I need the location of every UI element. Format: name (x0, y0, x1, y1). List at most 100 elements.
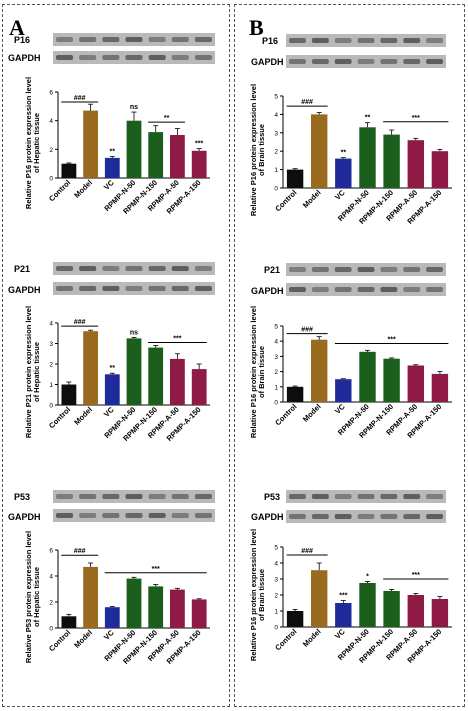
blot-band (171, 286, 189, 291)
y-tick-label: 2 (49, 147, 53, 154)
bar-rpmp-n-150 (148, 586, 164, 628)
y-tick-label: 4 (49, 118, 53, 125)
blot-label-p53: P53 (264, 492, 280, 502)
blot-band (334, 287, 352, 292)
bar-rpmp-n-50 (359, 127, 376, 188)
significance-label: *** (173, 336, 181, 343)
blot-label-gapdh: GAPDH (8, 53, 41, 63)
blot-band (194, 494, 212, 499)
blot-band (289, 514, 306, 519)
bar-model (311, 339, 328, 402)
y-tick-label: 0 (274, 400, 278, 407)
blot-band (334, 514, 352, 519)
blot-label-gapdh: GAPDH (8, 512, 41, 522)
significance-label: *** (195, 141, 203, 148)
y-tick-label: 3 (49, 341, 53, 348)
y-tick-label: 4 (49, 574, 53, 581)
bar-rpmp-n-50 (359, 351, 376, 402)
y-tick-label: 0 (49, 403, 53, 410)
blot-band (357, 514, 375, 519)
blot-band (380, 267, 398, 272)
blot-band (125, 266, 143, 271)
bar-control (286, 169, 304, 188)
blot-band (426, 38, 443, 43)
blot-band (79, 37, 97, 42)
y-tick-label: 6 (49, 548, 53, 555)
bar-model (83, 566, 98, 628)
blot-band (357, 267, 375, 272)
bar-rpmp-n-150 (383, 134, 400, 188)
significance-label: *** (339, 593, 347, 600)
blot-band (334, 267, 352, 272)
bar-chart-2: 0 1 2 3 4 Relative P21 protein expression lev… (24, 306, 210, 443)
significance-label: ** (110, 365, 116, 372)
bar-control (286, 611, 304, 627)
blot-band (56, 55, 74, 60)
bar-rpmp-n-150 (148, 132, 164, 178)
y-tick-label: 2 (49, 362, 53, 369)
blot-band (56, 266, 74, 271)
blot-band (289, 494, 306, 499)
blot-band (125, 513, 143, 518)
blot-band (102, 37, 120, 42)
blot-band (426, 514, 443, 519)
y-tick-label: 4 (274, 561, 278, 568)
blot-band (125, 55, 143, 60)
blot-band (403, 38, 421, 43)
x-tick-label: VC (333, 188, 347, 202)
blot-band (148, 494, 166, 499)
significance-label: ### (301, 327, 313, 334)
y-tick-label: 2 (274, 593, 278, 600)
y-tick-label: 2 (274, 149, 278, 156)
significance-label: ns (130, 329, 138, 336)
blot-band (334, 59, 352, 64)
blot-band (289, 59, 306, 64)
bar-rpmp-a-50 (170, 358, 185, 405)
bar-vc (335, 158, 352, 188)
blot-band (79, 494, 97, 499)
bar-vc (335, 379, 352, 402)
x-tick-label: VC (102, 405, 116, 419)
blot-band (357, 287, 375, 292)
blot-band (148, 55, 166, 60)
x-tick-label: Model (301, 402, 323, 424)
blot-band (289, 287, 306, 292)
blot-band (403, 494, 421, 499)
y-tick-label: 3 (274, 354, 278, 361)
blot-band (194, 266, 212, 271)
y-tick-label: 0 (49, 176, 53, 183)
blot-band (426, 59, 443, 64)
bar-chart-6: 0 1 2 3 4 5 Relative P16 protein expression le… (249, 529, 452, 665)
blot-band (56, 37, 74, 42)
blot-band (311, 514, 329, 519)
bar-rpmp-a-50 (170, 589, 185, 628)
blot-band (79, 286, 97, 291)
blot-band (102, 286, 120, 291)
y-axis-label-line2: of Hepatic tissue (32, 567, 41, 627)
bar-rpmp-a-150 (431, 373, 449, 402)
bar-rpmp-a-150 (191, 150, 207, 178)
bar-rpmp-a-150 (431, 599, 449, 627)
x-tick-label: Model (72, 405, 94, 427)
bar-model (311, 114, 328, 188)
blot-band (171, 266, 189, 271)
bar-rpmp-n-50 (126, 120, 142, 178)
blot-band (102, 266, 120, 271)
significance-label: ### (74, 548, 86, 555)
blot-label-p53: P53 (14, 492, 30, 502)
bar-chart-5: 0 1 2 3 4 5 Relative P16 protein expression le… (249, 306, 452, 440)
significance-label: *** (152, 566, 160, 573)
panel-a: A (2, 4, 230, 707)
y-tick-label: 0 (49, 626, 53, 633)
blot-band (380, 494, 398, 499)
y-tick-label: 4 (274, 112, 278, 119)
bar-vc (104, 157, 120, 178)
bar-chart-3: 0 2 4 6 Relative P53 protein expression leve… (24, 531, 210, 666)
blot-band (403, 514, 421, 519)
significance-label: ** (341, 150, 347, 157)
y-tick-label: 2 (274, 369, 278, 376)
bar-rpmp-n-50 (126, 578, 142, 628)
blot-band (148, 286, 166, 291)
y-tick-label: 0 (274, 186, 278, 193)
